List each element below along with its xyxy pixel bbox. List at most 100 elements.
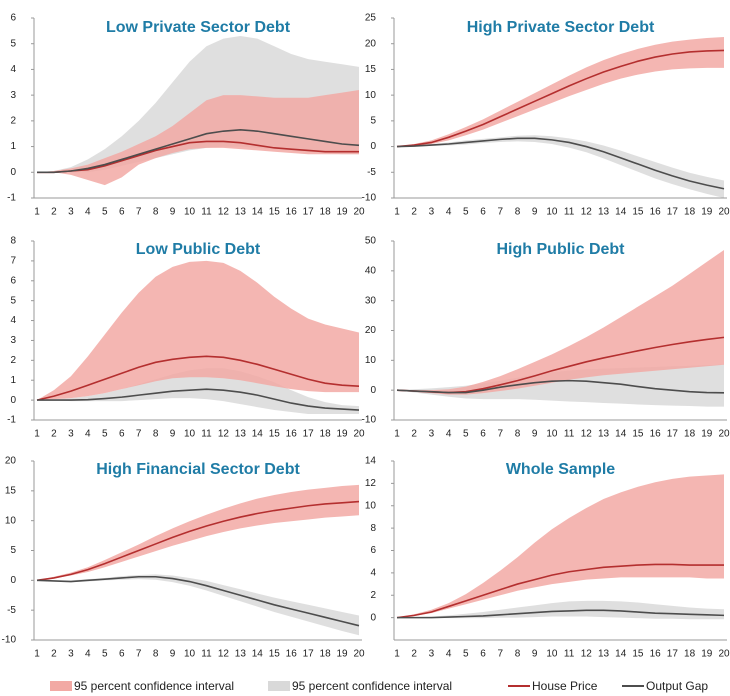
x-tick-label: 19 bbox=[701, 207, 713, 218]
y-tick-label: -1 bbox=[7, 415, 16, 426]
y-tick-label: 20 bbox=[365, 325, 377, 336]
x-tick-label: 9 bbox=[170, 429, 176, 440]
y-tick-label: 3 bbox=[10, 335, 16, 346]
x-tick-label: 4 bbox=[446, 429, 452, 440]
x-tick-label: 5 bbox=[463, 429, 469, 440]
series-line bbox=[396, 563, 724, 619]
x-tick-label: 4 bbox=[446, 649, 452, 660]
x-tick-label: 3 bbox=[429, 649, 435, 660]
x-tick-label: 20 bbox=[718, 207, 730, 218]
x-tick-label: 6 bbox=[480, 207, 486, 218]
x-tick-label: 18 bbox=[320, 429, 332, 440]
x-tick-label: 14 bbox=[252, 649, 264, 660]
y-tick-label: 8 bbox=[370, 523, 376, 534]
x-tick-label: 18 bbox=[320, 649, 332, 660]
x-tick-label: 1 bbox=[394, 207, 400, 218]
y-tick-label: 0 bbox=[10, 575, 16, 586]
confidence-band bbox=[37, 574, 359, 636]
x-tick-label: 20 bbox=[353, 429, 365, 440]
y-tick-label: 20 bbox=[365, 38, 377, 49]
confidence-band bbox=[397, 249, 724, 395]
series-line bbox=[36, 575, 360, 627]
series-line bbox=[36, 355, 360, 401]
chart-title: Low Public Debt bbox=[136, 241, 261, 258]
x-tick-label: 19 bbox=[701, 649, 713, 660]
x-tick-label: 5 bbox=[102, 429, 108, 440]
y-tick-label: -10 bbox=[362, 193, 377, 204]
x-tick-label: 9 bbox=[170, 649, 176, 660]
y-tick-label: 3 bbox=[10, 90, 16, 101]
y-tick-label: -10 bbox=[2, 635, 17, 646]
y-tick-label: 20 bbox=[5, 456, 17, 467]
y-tick-label: 0 bbox=[10, 167, 16, 178]
x-tick-label: 3 bbox=[68, 429, 74, 440]
confidence-band bbox=[37, 368, 359, 415]
y-tick-label: 40 bbox=[365, 265, 377, 276]
y-tick-label: 6 bbox=[10, 13, 16, 24]
legend-label: House Price bbox=[532, 679, 598, 693]
x-tick-label: 15 bbox=[632, 207, 644, 218]
x-tick-label: 14 bbox=[252, 429, 264, 440]
x-tick-label: 14 bbox=[252, 207, 264, 218]
y-tick-label: 5 bbox=[10, 295, 16, 306]
x-tick-label: 7 bbox=[136, 649, 142, 660]
x-tick-label: 8 bbox=[515, 207, 521, 218]
y-tick-label: 5 bbox=[10, 38, 16, 49]
series-line bbox=[396, 379, 725, 394]
x-tick-label: 16 bbox=[286, 429, 298, 440]
y-tick-label: 10 bbox=[365, 500, 377, 511]
x-tick-label: 9 bbox=[532, 207, 538, 218]
series-line bbox=[36, 500, 360, 582]
x-tick-label: 4 bbox=[85, 207, 91, 218]
x-tick-label: 14 bbox=[615, 429, 627, 440]
y-tick-label: 12 bbox=[365, 478, 377, 489]
x-tick-label: 7 bbox=[136, 429, 142, 440]
y-tick-label: 50 bbox=[365, 236, 377, 247]
x-tick-label: 9 bbox=[170, 207, 176, 218]
x-tick-label: 12 bbox=[581, 207, 593, 218]
series-line bbox=[37, 388, 360, 411]
y-tick-label: 2 bbox=[10, 115, 16, 126]
x-tick-label: 4 bbox=[85, 429, 91, 440]
x-tick-label: 1 bbox=[394, 429, 400, 440]
x-tick-label: 6 bbox=[119, 649, 125, 660]
x-tick-label: 9 bbox=[532, 429, 538, 440]
x-tick-label: 5 bbox=[102, 649, 108, 660]
y-tick-label: 4 bbox=[370, 568, 376, 579]
x-tick-label: 12 bbox=[218, 429, 230, 440]
x-tick-label: 6 bbox=[480, 429, 486, 440]
legend-label: 95 percent confidence interval bbox=[292, 679, 452, 693]
confidence-band bbox=[397, 474, 724, 618]
x-tick-label: 10 bbox=[546, 649, 558, 660]
x-tick-label: 2 bbox=[51, 429, 57, 440]
y-tick-label: 5 bbox=[10, 545, 16, 556]
x-tick-label: 4 bbox=[85, 649, 91, 660]
x-tick-label: 19 bbox=[336, 207, 348, 218]
x-tick-label: 2 bbox=[411, 649, 417, 660]
chart-title: Whole Sample bbox=[506, 461, 615, 478]
y-tick-label: 14 bbox=[365, 456, 377, 467]
x-tick-label: 12 bbox=[218, 207, 230, 218]
x-tick-label: 1 bbox=[394, 649, 400, 660]
x-tick-label: 17 bbox=[667, 649, 679, 660]
x-tick-label: 10 bbox=[184, 429, 196, 440]
x-tick-label: 15 bbox=[632, 429, 644, 440]
y-tick-label: 2 bbox=[10, 355, 16, 366]
x-tick-label: 15 bbox=[632, 649, 644, 660]
series-line bbox=[37, 129, 360, 174]
x-tick-label: 16 bbox=[650, 649, 662, 660]
x-tick-label: 17 bbox=[667, 429, 679, 440]
y-tick-label: 15 bbox=[365, 64, 377, 75]
y-tick-label: -5 bbox=[367, 167, 376, 178]
y-tick-label: 6 bbox=[10, 275, 16, 286]
x-tick-label: 13 bbox=[598, 649, 610, 660]
x-tick-label: 8 bbox=[515, 649, 521, 660]
x-tick-label: 12 bbox=[581, 649, 593, 660]
series-line bbox=[397, 609, 725, 619]
y-tick-label: 0 bbox=[370, 612, 376, 623]
confidence-band bbox=[397, 37, 724, 147]
x-tick-label: 5 bbox=[463, 207, 469, 218]
x-tick-label: 11 bbox=[201, 429, 212, 440]
x-tick-label: 7 bbox=[497, 429, 503, 440]
